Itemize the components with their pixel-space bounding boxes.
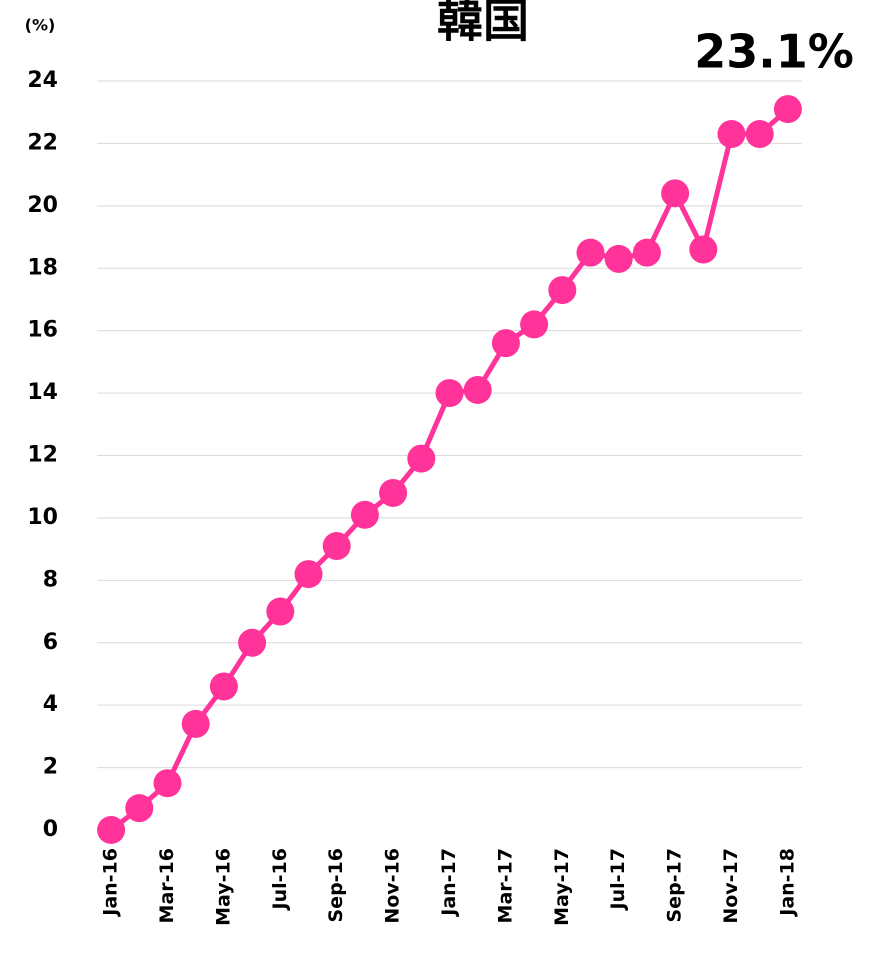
point <box>153 769 182 798</box>
point <box>322 532 351 561</box>
point <box>97 816 126 844</box>
line <box>109 107 790 832</box>
point <box>491 329 520 358</box>
x-tick-label: Nov-16 <box>382 848 404 924</box>
point <box>773 95 802 124</box>
x-tick-label: Jan-17 <box>438 848 460 918</box>
y-tick-label: 20 <box>27 193 58 218</box>
point <box>181 709 210 738</box>
y-tick-label: 2 <box>43 755 58 780</box>
point <box>520 310 549 339</box>
point <box>463 375 492 404</box>
x-tick-label: Sep-16 <box>325 848 347 923</box>
y-tick-label: 22 <box>27 130 58 155</box>
point <box>548 276 577 305</box>
point <box>266 597 295 626</box>
x-tick-label: Jul-17 <box>607 848 629 911</box>
x-tick-label: Jul-16 <box>269 848 291 911</box>
x-tick-label: May-16 <box>212 848 234 926</box>
chart-title: 韓国 <box>437 0 529 48</box>
y-tick-label: 10 <box>27 505 58 530</box>
point <box>576 238 605 267</box>
value-label: 23.1% <box>694 25 854 79</box>
x-tick-label: Sep-17 <box>664 848 686 923</box>
y-tick-label: 24 <box>27 68 58 93</box>
y-tick-label: 4 <box>43 692 58 717</box>
point <box>209 672 238 701</box>
y-tick-label: 12 <box>27 443 58 468</box>
x-tick-label: Nov-17 <box>720 848 742 924</box>
y-tick-label: 14 <box>27 380 58 405</box>
point <box>661 179 690 208</box>
x-tick-label: Jan-18 <box>776 848 798 918</box>
point <box>604 244 633 273</box>
y-tick-label: 18 <box>27 255 58 280</box>
point <box>745 120 774 149</box>
point <box>689 235 718 264</box>
y-tick-label: 16 <box>27 318 58 343</box>
y-tick-label: 6 <box>43 630 58 655</box>
point <box>407 444 436 473</box>
x-tick-label: May-17 <box>551 848 573 926</box>
point <box>238 628 267 657</box>
y-tick-label: 8 <box>43 567 58 592</box>
x-tick-label: Jan-16 <box>100 848 122 918</box>
point <box>125 794 154 823</box>
point <box>435 379 464 408</box>
point <box>379 478 408 507</box>
x-tick-label: Mar-17 <box>494 848 516 923</box>
point <box>632 238 661 267</box>
point <box>717 120 746 149</box>
y-tick-label: 0 <box>43 817 58 842</box>
y-axis-label: (%) <box>25 16 56 35</box>
point <box>350 500 379 529</box>
point <box>294 560 323 589</box>
x-tick-label: Mar-16 <box>156 848 178 923</box>
